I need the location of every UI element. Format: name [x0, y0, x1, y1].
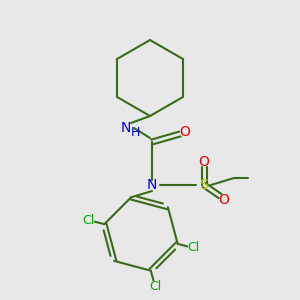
- Text: O: O: [219, 193, 230, 207]
- Text: O: O: [180, 125, 190, 139]
- Text: S: S: [200, 178, 208, 192]
- Text: N: N: [147, 178, 157, 192]
- Text: H: H: [130, 127, 140, 140]
- Text: Cl: Cl: [187, 242, 199, 254]
- Text: Cl: Cl: [149, 280, 161, 293]
- Text: N: N: [121, 121, 131, 135]
- Text: Cl: Cl: [83, 214, 95, 226]
- Text: O: O: [199, 155, 209, 169]
